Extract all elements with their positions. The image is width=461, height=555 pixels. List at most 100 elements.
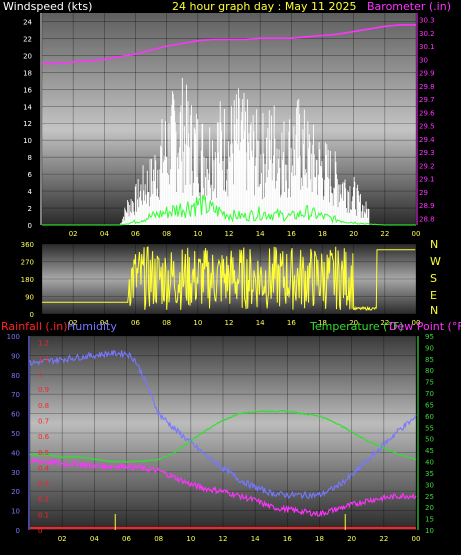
x-tick-label: 16 xyxy=(287,319,296,327)
x-tick-label: 00 xyxy=(412,535,421,543)
direction-tick-label: 270 xyxy=(21,259,34,267)
x-tick-label: 14 xyxy=(256,319,265,327)
dewpoint-axis-label: Dew Point (°F) xyxy=(389,320,461,333)
compass-e: E xyxy=(430,289,437,302)
rainfall-tick-label: 0.2 xyxy=(38,496,49,504)
rainfall-tick-label: 1.1 xyxy=(38,355,49,363)
x-tick-label: 04 xyxy=(90,535,99,543)
x-tick-label: 20 xyxy=(349,230,358,238)
wind-average-line xyxy=(42,194,416,226)
windspeed-tick-label: 12 xyxy=(23,120,32,128)
temperature-tick-label: 35 xyxy=(425,470,434,478)
humidity-line xyxy=(29,349,417,500)
temperature-tick-label: 25 xyxy=(425,493,434,501)
x-tick-label: 08 xyxy=(162,319,171,327)
direction-tick-label: 0 xyxy=(30,311,34,319)
temperature-tick-label: 30 xyxy=(425,481,434,489)
x-tick-label: 06 xyxy=(131,319,140,327)
rainfall-tick-label: 0.8 xyxy=(38,402,49,410)
windspeed-tick-label: 2 xyxy=(28,205,32,213)
x-tick-label: 02 xyxy=(69,230,78,238)
rainfall-tick-label: 0 xyxy=(38,527,42,535)
windspeed-tick-label: 22 xyxy=(23,35,32,43)
windspeed-tick-label: 6 xyxy=(28,171,33,179)
x-tick-label: 10 xyxy=(193,230,202,238)
rainfall-tick-label: 0.7 xyxy=(38,417,49,425)
barometer-tick-label: 29.4 xyxy=(419,136,435,144)
x-tick-label: 10 xyxy=(186,535,195,543)
x-tick-label: 02 xyxy=(69,319,78,327)
barometer-tick-label: 30.3 xyxy=(419,17,435,25)
x-tick-label: 22 xyxy=(379,535,388,543)
windspeed-tick-label: 4 xyxy=(28,188,33,196)
windspeed-tick-label: 24 xyxy=(23,18,32,26)
temperature-tick-label: 60 xyxy=(425,413,434,421)
temperature-tick-label: 40 xyxy=(425,459,434,467)
barometer-tick-label: 29.3 xyxy=(419,149,435,157)
x-tick-label: 16 xyxy=(287,230,296,238)
direction-tick-label: 90 xyxy=(25,294,34,302)
rainfall-tick-label: 0.5 xyxy=(38,449,49,457)
x-tick-label: 10 xyxy=(193,319,202,327)
barometer-tick-label: 29.6 xyxy=(419,109,435,117)
windspeed-tick-label: 18 xyxy=(23,69,32,77)
x-tick-label: 14 xyxy=(251,535,260,543)
wind-direction-line xyxy=(42,246,416,311)
compass-s: S xyxy=(430,272,437,285)
rainfall-tick-label: 1.2 xyxy=(38,339,49,347)
barometer-line xyxy=(42,24,416,65)
humidity-tick-label: 60 xyxy=(11,411,20,419)
x-tick-label: 20 xyxy=(349,319,358,327)
humidity-tick-label: 100 xyxy=(7,333,20,341)
x-tick-label: 14 xyxy=(256,230,265,238)
direction-tick-label: 360 xyxy=(21,241,34,249)
x-tick-label: 18 xyxy=(318,230,327,238)
windspeed-tick-label: 10 xyxy=(23,137,32,145)
rainfall-tick-label: 1 xyxy=(38,371,42,379)
temperature-tick-label: 50 xyxy=(425,436,434,444)
barometer-axis-label: Barometer (.in) xyxy=(367,0,451,13)
x-tick-label: 06 xyxy=(122,535,131,543)
climate-plot-area xyxy=(30,336,416,530)
x-tick-label: 18 xyxy=(318,319,327,327)
temperature-line xyxy=(29,409,417,463)
rainfall-tick-label: 0.6 xyxy=(38,433,50,441)
x-tick-label: 04 xyxy=(100,319,109,327)
x-tick-label: 22 xyxy=(380,230,389,238)
windspeed-tick-label: 16 xyxy=(23,86,32,94)
humidity-tick-label: 20 xyxy=(11,488,20,496)
x-tick-label: 20 xyxy=(347,535,356,543)
windspeed-tick-label: 20 xyxy=(23,52,32,60)
temperature-tick-label: 95 xyxy=(425,333,434,341)
x-tick-label: 16 xyxy=(283,535,292,543)
temperature-tick-label: 55 xyxy=(425,424,434,432)
temperature-tick-label: 10 xyxy=(425,527,434,535)
windspeed-axis-label: Windspeed (kts) xyxy=(3,0,92,13)
temperature-tick-label: 90 xyxy=(425,344,434,352)
temperature-tick-label: 75 xyxy=(425,379,434,387)
x-tick-label: 04 xyxy=(100,230,109,238)
temperature-tick-label: 45 xyxy=(425,447,434,455)
temperature-axis-label: Temperature (°F) xyxy=(309,320,404,333)
humidity-tick-label: 40 xyxy=(11,449,20,457)
barometer-tick-label: 29.9 xyxy=(419,70,435,78)
direction-tick-label: 180 xyxy=(21,276,34,284)
rainfall-tick-label: 0.4 xyxy=(38,464,50,472)
compass-w: W xyxy=(430,255,441,268)
x-tick-label: 12 xyxy=(225,230,234,238)
chart-title: 24 hour graph day : May 11 2025 xyxy=(172,0,357,13)
barometer-tick-label: 30 xyxy=(419,56,428,64)
x-tick-label: 08 xyxy=(154,535,163,543)
chart-marks xyxy=(29,24,417,530)
humidity-tick-label: 30 xyxy=(11,469,20,477)
humidity-tick-label: 50 xyxy=(11,430,20,438)
temperature-tick-label: 65 xyxy=(425,401,434,409)
humidity-tick-label: 70 xyxy=(11,391,20,399)
x-tick-label: 22 xyxy=(380,319,389,327)
rainfall-tick-label: 0.3 xyxy=(38,480,49,488)
compass-n-top: N xyxy=(430,238,438,251)
x-tick-label: 12 xyxy=(225,319,234,327)
barometer-tick-label: 29.5 xyxy=(419,123,435,131)
